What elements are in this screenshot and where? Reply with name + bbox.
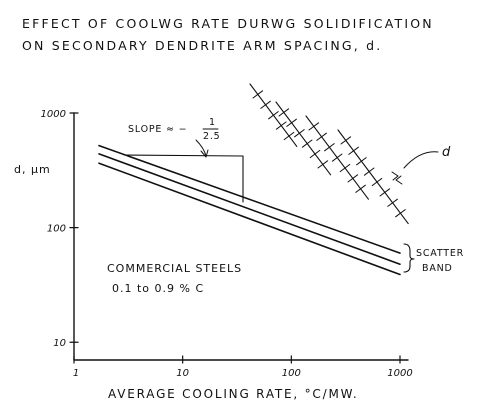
y-tick-label: 10	[53, 338, 66, 349]
dendrite-arm	[347, 174, 359, 183]
dendrite-arm	[371, 177, 383, 187]
y-tick-label: 1000	[41, 109, 66, 120]
slope-pointer	[195, 139, 207, 157]
spacing-leader-line	[403, 151, 439, 169]
x-tick-label: 100	[282, 368, 301, 379]
dendrite-arm	[339, 163, 351, 173]
dendrite-arm	[356, 157, 367, 166]
material-note-line-2: 0.1 to 0.9 % C	[112, 282, 204, 295]
y-axis-ticks: 10 100 1000	[41, 109, 79, 349]
dendrite-arm	[275, 121, 287, 130]
dendrite-arm	[308, 122, 320, 131]
chart-title-line-1: EFFECT OF COOLWG RATE DURWG SOLIDIFICATI…	[22, 16, 434, 31]
slope-pointer-arrowhead	[200, 149, 209, 158]
scatter-band-brace	[403, 243, 415, 273]
spacing-arrow-lower	[395, 175, 403, 185]
x-tick-label: 1	[73, 368, 79, 379]
series-layer	[98, 144, 401, 276]
slope-denominator: 2.5	[203, 131, 221, 142]
x-tick-label: 1000	[387, 368, 412, 379]
slope-label: SLOPE ≈ −	[128, 124, 187, 135]
dendrite-arm	[316, 132, 327, 141]
dendrite-arm	[331, 153, 343, 162]
series-line-1	[98, 144, 401, 254]
dendrite-arm	[294, 129, 305, 138]
slope-annotation: SLOPE ≈ − 1 2.5	[123, 117, 244, 203]
chart-title-line-2: ON SECONDARY DENDRITE ARM SPACING, d.	[22, 38, 382, 53]
dendrite-arm	[379, 188, 391, 197]
dendrite-trunk	[275, 101, 332, 176]
dendrite-arm	[286, 118, 297, 127]
slope-triangle-horizontal	[123, 154, 244, 157]
dendrite-arm	[348, 146, 359, 155]
spacing-arrow-upper	[391, 171, 399, 181]
dendrite-arm	[324, 143, 335, 152]
dendrite-arm	[355, 184, 366, 193]
dendrite-arm	[395, 209, 406, 218]
dendrite-spacing-label: d	[442, 145, 451, 160]
x-axis-ticks: 1 10 100 1000	[73, 355, 413, 379]
dendrite-trunk	[337, 129, 409, 225]
y-axis-label: d, μm	[14, 163, 51, 176]
x-tick-label: 10	[176, 368, 189, 379]
y-tick-label: 100	[47, 224, 66, 235]
slope-numerator: 1	[209, 117, 216, 128]
dendrite-arm	[309, 149, 321, 159]
x-axis-label: AVERAGE COOLING RATE, °C/MW.	[108, 387, 359, 401]
material-note-line-1: COMMERCIAL STEELS	[107, 262, 242, 275]
scatter-band-label-1: SCATTER	[416, 248, 464, 259]
scatter-band-label-2: BAND	[422, 263, 453, 274]
dendrite-arm	[340, 136, 352, 145]
dendrite-arm	[363, 167, 375, 176]
dendrite-arm	[260, 100, 271, 109]
scatter-band-annotation: SCATTER BAND	[403, 243, 464, 274]
series-line-3	[98, 162, 401, 276]
dendrite-sketch	[249, 83, 439, 225]
dendrite-arm	[278, 108, 290, 117]
dendrite-arm	[387, 198, 398, 207]
dendrite-arm	[252, 90, 264, 99]
dendrite-arm	[268, 111, 279, 120]
series-line-2	[98, 153, 401, 266]
dendrite-arm	[301, 139, 313, 148]
dendrite-arm	[283, 131, 295, 141]
dendrite-arm	[317, 160, 329, 169]
